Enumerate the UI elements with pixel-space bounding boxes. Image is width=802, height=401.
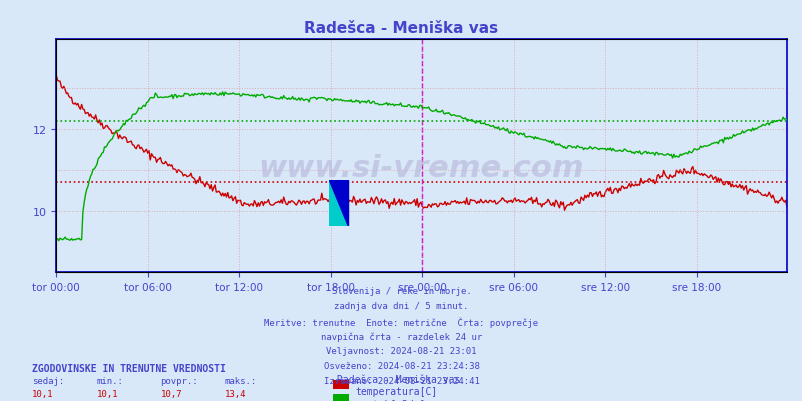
Text: Osveženo: 2024-08-21 23:24:38: Osveženo: 2024-08-21 23:24:38 <box>323 361 479 370</box>
Text: sedaj:: sedaj: <box>32 376 64 385</box>
Polygon shape <box>329 180 347 227</box>
Text: Radešca - Meniška vas: Radešca - Meniška vas <box>304 20 498 36</box>
Text: Slovenija / reke in morje.: Slovenija / reke in morje. <box>331 287 471 296</box>
Text: 10,1: 10,1 <box>32 389 54 398</box>
Text: zadnja dva dni / 5 minut.: zadnja dva dni / 5 minut. <box>334 302 468 310</box>
Text: Meritve: trenutne  Enote: metrične  Črta: povprečje: Meritve: trenutne Enote: metrične Črta: … <box>264 316 538 327</box>
Text: povpr.:: povpr.: <box>160 376 198 385</box>
Polygon shape <box>329 180 347 227</box>
Text: temperatura[C]: temperatura[C] <box>354 386 436 396</box>
Text: Veljavnost: 2024-08-21 23:01: Veljavnost: 2024-08-21 23:01 <box>326 346 476 355</box>
Text: maks.:: maks.: <box>225 376 257 385</box>
Text: Radešca - Meniška vas: Radešca - Meniška vas <box>337 374 460 384</box>
Bar <box>333 381 349 389</box>
Text: 10,7: 10,7 <box>160 389 182 398</box>
Text: min.:: min.: <box>96 376 123 385</box>
Bar <box>333 394 349 401</box>
Text: Izrisano: 2024-08-21 23:24:41: Izrisano: 2024-08-21 23:24:41 <box>323 376 479 385</box>
Text: 10,1: 10,1 <box>96 389 118 398</box>
Text: ZGODOVINSKE IN TRENUTNE VREDNOSTI: ZGODOVINSKE IN TRENUTNE VREDNOSTI <box>32 363 225 373</box>
Text: 13,4: 13,4 <box>225 389 246 398</box>
Text: www.si-vreme.com: www.si-vreme.com <box>258 154 584 182</box>
Text: pretok[m3/s]: pretok[m3/s] <box>354 399 425 401</box>
Text: navpična črta - razdelek 24 ur: navpična črta - razdelek 24 ur <box>321 331 481 341</box>
